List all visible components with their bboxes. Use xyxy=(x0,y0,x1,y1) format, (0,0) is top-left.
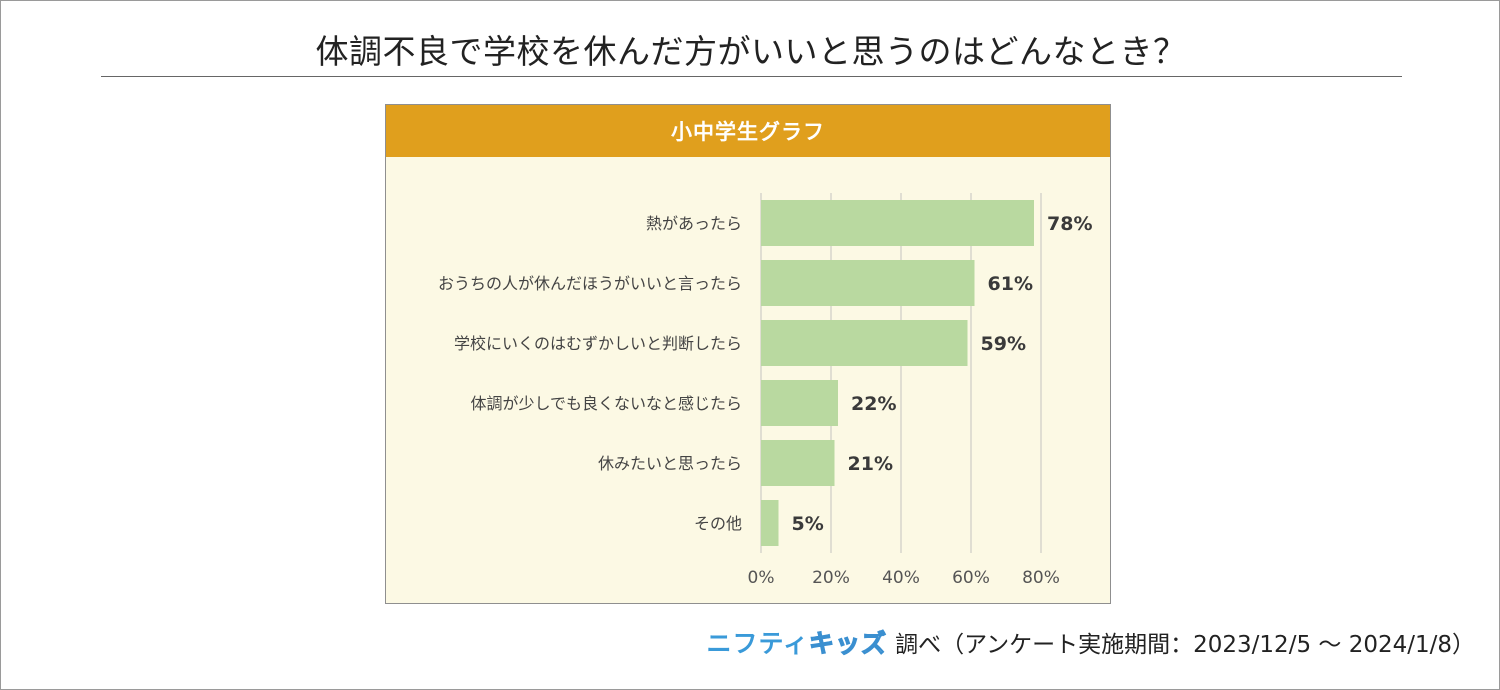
bar-2 xyxy=(761,260,975,306)
x-tick-label: 40% xyxy=(882,568,920,588)
chart-panel: 小中学生グラフ 熱があったらおうちの人が休んだほうがいいと言ったら学校にいくのは… xyxy=(385,104,1111,604)
value-label: 21% xyxy=(848,453,893,475)
x-tick-label: 60% xyxy=(952,568,990,588)
source-credit: ニフティキッズ 調べ（アンケート実施期間：2023/12/5 ～ 2024/1/… xyxy=(707,624,1475,660)
x-tick-labels: 0% 20% 40% 60% 80% xyxy=(748,568,1060,588)
x-tick-label: 0% xyxy=(748,568,775,588)
bar-chart: 熱があったらおうちの人が休んだほうがいいと言ったら学校にいくのはむずかしいと判断… xyxy=(438,193,1093,588)
grid-lines xyxy=(760,193,1042,553)
category-label: 休みたいと思ったら xyxy=(598,454,742,473)
survey-period-note: 調べ（アンケート実施期間：2023/12/5 ～ 2024/1/8） xyxy=(895,632,1475,658)
value-label: 59% xyxy=(981,333,1026,355)
bars xyxy=(761,200,1034,546)
x-tick-label: 80% xyxy=(1022,568,1060,588)
category-label: その他 xyxy=(694,514,742,533)
bar-6 xyxy=(761,500,779,546)
bar-3 xyxy=(761,320,968,366)
nifty-kids-logo: ニフティキッズ xyxy=(707,624,888,660)
logo-text-nifty: ニフティ xyxy=(706,629,810,658)
value-label: 5% xyxy=(792,513,824,535)
category-label: 体調が少しでも良くないなと感じたら xyxy=(470,394,742,413)
category-label: 学校にいくのはむずかしいと判断したら xyxy=(454,334,742,353)
bar-4 xyxy=(761,380,838,426)
chart-panel-header: 小中学生グラフ xyxy=(386,105,1110,157)
category-labels: 熱があったらおうちの人が休んだほうがいいと言ったら学校にいくのはむずかしいと判断… xyxy=(438,214,742,533)
x-tick-label: 20% xyxy=(812,568,850,588)
value-labels: 78% 61% 59% 22% 21% 5% xyxy=(792,213,1093,535)
logo-text-kids: キッズ xyxy=(808,628,888,658)
value-label: 78% xyxy=(1047,213,1092,235)
value-label: 61% xyxy=(988,273,1033,295)
value-label: 22% xyxy=(851,393,896,415)
bar-1 xyxy=(761,200,1034,246)
bar-5 xyxy=(761,440,835,486)
page-title: 体調不良で学校を休んだ方がいいと思うのはどんなとき？ xyxy=(315,32,1187,71)
category-label: 熱があったら xyxy=(646,214,742,233)
category-label: おうちの人が休んだほうがいいと言ったら xyxy=(438,274,742,293)
title-divider xyxy=(101,76,1402,77)
